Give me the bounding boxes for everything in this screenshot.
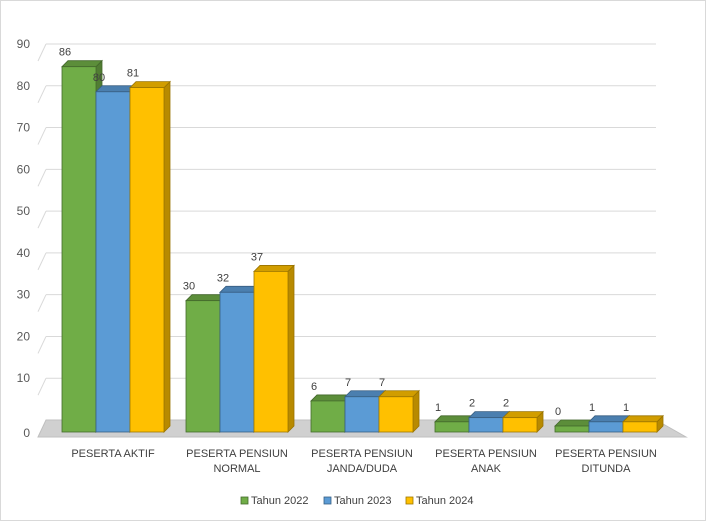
bar: [622, 421, 658, 433]
gridline-depth: [37, 336, 47, 354]
y-tick-label: 70: [17, 121, 31, 135]
gridline-depth: [37, 43, 47, 62]
legend-label: Tahun 2022: [251, 495, 309, 507]
data-label: 2: [503, 398, 509, 410]
bar-top-2: [253, 265, 295, 272]
bar-side-2: [287, 264, 295, 433]
x-category-label: PESERTA PENSIUN: [186, 448, 288, 460]
bar: [61, 66, 97, 433]
bar: [310, 400, 346, 433]
data-label: 86: [59, 47, 71, 59]
data-label: 32: [217, 272, 229, 284]
y-tick-label: 20: [17, 329, 31, 343]
gridline-depth: [37, 127, 47, 145]
bar-top-1: [468, 411, 510, 419]
bar-top-0: [61, 60, 103, 68]
bar: [502, 417, 538, 433]
legend-swatch: [323, 496, 332, 505]
x-category-label: PESERTA PENSIUN: [555, 448, 657, 460]
legend-swatch: [405, 496, 414, 505]
x-category-label: ANAK: [471, 463, 502, 475]
data-label: 2: [469, 398, 475, 410]
data-label: 1: [435, 402, 441, 414]
bar-top-2: [502, 411, 544, 419]
gridline-depth: [37, 378, 47, 396]
bar: [378, 396, 414, 433]
bar: [185, 300, 221, 433]
data-label: 0: [555, 406, 561, 418]
y-tick-label: 0: [23, 426, 30, 440]
gridline-depth: [37, 169, 47, 187]
x-category-label: DITUNDA: [582, 463, 632, 475]
legend-swatch: [240, 496, 249, 505]
y-tick-label: 10: [17, 371, 31, 385]
legend-label: Tahun 2023: [334, 495, 392, 507]
data-label: 30: [183, 281, 195, 293]
gridline-depth: [37, 294, 47, 312]
gridline-depth: [37, 210, 47, 229]
bar-top-2: [129, 81, 171, 88]
gridline-depth: [37, 252, 47, 271]
x-category-label: PESERTA PENSIUN: [311, 448, 413, 460]
bar: [344, 396, 380, 433]
bar-top-2: [622, 415, 664, 423]
bar: [95, 91, 131, 433]
y-tick-label: 80: [17, 79, 31, 93]
x-category-label: PESERTA AKTIF: [71, 448, 155, 460]
bar-top-2: [378, 390, 420, 398]
data-label: 6: [311, 381, 317, 393]
legend-label: Tahun 2024: [416, 495, 474, 507]
bar: [554, 425, 590, 433]
x-category-label: JANDA/DUDA: [327, 463, 398, 475]
gridline-depth: [37, 85, 47, 103]
bar: [253, 271, 289, 433]
bar: [219, 291, 255, 433]
x-category-label: PESERTA PENSIUN: [435, 448, 537, 460]
y-tick-label: 30: [17, 288, 31, 302]
x-category-label: NORMAL: [213, 463, 260, 475]
data-label: 37: [251, 251, 263, 263]
bar-top-1: [588, 415, 630, 423]
data-label: 1: [589, 402, 595, 414]
data-label: 81: [127, 68, 139, 80]
bar: [468, 417, 504, 433]
data-label: 7: [379, 377, 385, 389]
bar: [129, 87, 165, 433]
data-label: 7: [345, 377, 351, 389]
bar-side-2: [412, 389, 420, 433]
bar-top-1: [344, 390, 386, 398]
y-tick-label: 90: [17, 37, 31, 51]
y-tick-label: 60: [17, 162, 31, 176]
data-label: 1: [623, 402, 629, 414]
bar: [588, 421, 624, 433]
bar-side-2: [163, 80, 171, 433]
bar: [434, 421, 470, 433]
y-tick-label: 50: [17, 204, 31, 218]
y-tick-label: 40: [17, 246, 31, 260]
data-label: 80: [93, 72, 105, 84]
